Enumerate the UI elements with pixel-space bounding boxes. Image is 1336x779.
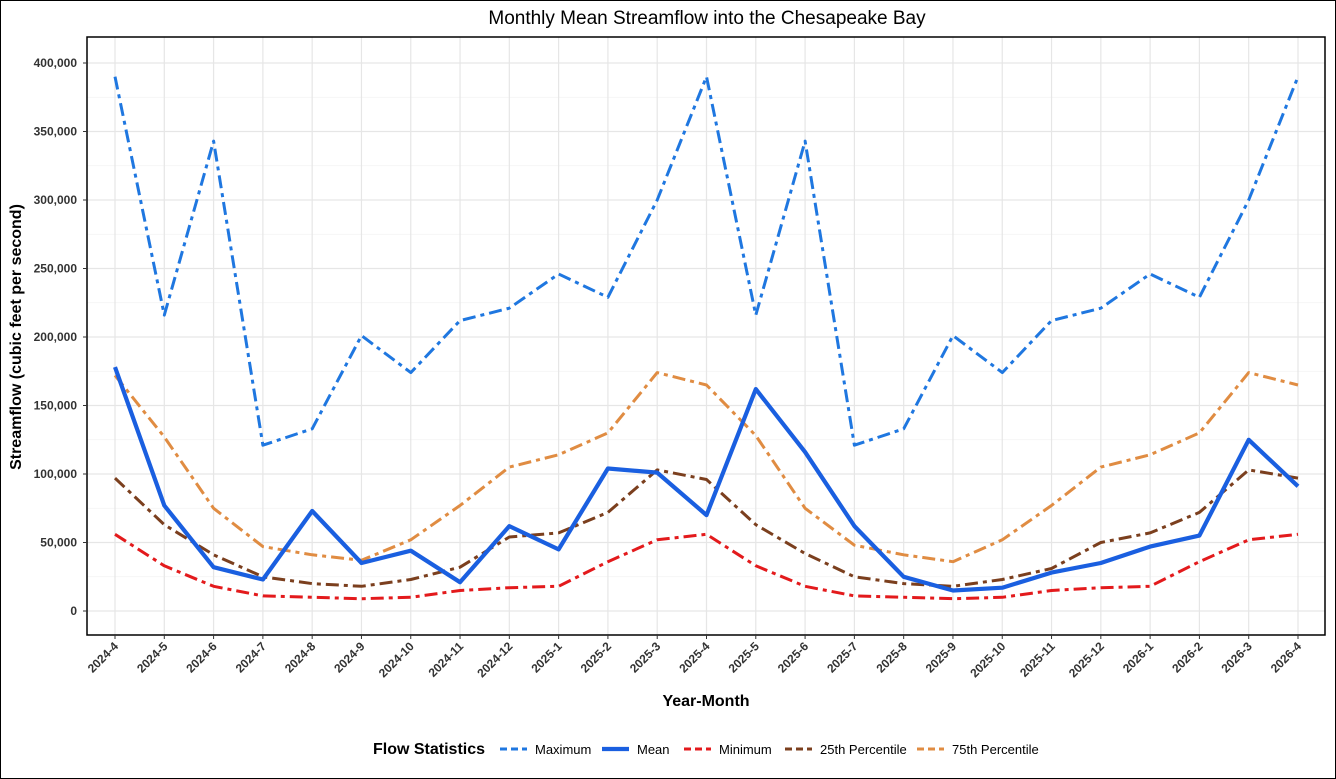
y-tick-label: 300,000	[34, 193, 78, 207]
x-tick-label: 2024-5	[134, 639, 171, 676]
x-tick-label: 2026-4	[1268, 639, 1305, 676]
y-axis-title: Streamflow (cubic feet per second)	[8, 204, 25, 470]
x-tick-label: 2025-4	[676, 639, 713, 676]
y-tick-label: 0	[70, 604, 77, 618]
y-tick-label: 400,000	[34, 56, 78, 70]
x-axis-ticks: 2024-4 2024-5 2024-6 2024-7 2024-8 2024-9 2024…	[85, 635, 1305, 680]
y-tick-label: 250,000	[34, 262, 78, 276]
x-tick-label: 2025-10	[967, 639, 1008, 680]
x-tick-label: 2026-3	[1219, 639, 1256, 676]
x-axis-title: Year-Month	[662, 693, 749, 710]
x-tick-label: 2025-3	[627, 639, 664, 676]
y-tick-label: 50,000	[40, 536, 77, 550]
series-line-maximum	[113, 75, 1300, 447]
chart-title: Monthly Mean Streamflow into the Chesape…	[488, 8, 926, 29]
legend-title: Flow Statistics	[373, 741, 485, 758]
legend-label: 25th Percentile	[820, 742, 907, 757]
x-tick-label: 2024-6	[183, 639, 220, 676]
x-tick-label: 2024-9	[331, 639, 368, 676]
y-tick-label: 350,000	[34, 125, 78, 139]
series-line-75th-percentile	[113, 371, 1299, 564]
legend-label: Minimum	[719, 742, 772, 757]
legend: Flow Statistics Maximum Mean Minimum 25th P…	[373, 741, 1039, 758]
x-tick-label: 2025-8	[873, 639, 910, 676]
x-tick-label: 2025-9	[923, 639, 960, 676]
x-tick-label: 2024-11	[426, 639, 467, 680]
series-line-25th-percentile	[113, 468, 1299, 588]
x-tick-label: 2025-2	[578, 639, 615, 676]
x-tick-label: 2024-4	[85, 639, 122, 676]
grid-lines	[87, 37, 1325, 635]
x-tick-label: 2025-6	[775, 639, 812, 676]
y-axis-ticks: 0 50,000 100,000 150,000 200,000 250,000 300,0…	[34, 56, 87, 618]
x-tick-label: 2025-7	[824, 639, 861, 676]
x-tick-label: 2026-2	[1169, 639, 1206, 676]
y-tick-label: 200,000	[34, 330, 78, 344]
series-lines	[113, 75, 1300, 601]
x-tick-label: 2024-12	[474, 639, 515, 680]
x-tick-label: 2024-8	[282, 639, 319, 676]
y-tick-label: 150,000	[34, 399, 78, 413]
x-tick-label: 2025-5	[726, 639, 763, 676]
x-tick-label: 2025-12	[1066, 639, 1107, 680]
legend-label: 75th Percentile	[952, 742, 1039, 757]
x-tick-label: 2024-7	[233, 639, 270, 676]
y-tick-label: 100,000	[34, 467, 78, 481]
series-line-minimum	[114, 532, 1299, 601]
x-tick-label: 2025-11	[1017, 639, 1058, 680]
series-line-mean	[113, 366, 1300, 593]
legend-label: Maximum	[535, 742, 591, 757]
x-tick-label: 2025-1	[528, 639, 565, 676]
x-tick-label: 2026-1	[1120, 639, 1157, 676]
legend-label: Mean	[637, 742, 670, 757]
x-tick-label: 2024-10	[376, 639, 417, 680]
